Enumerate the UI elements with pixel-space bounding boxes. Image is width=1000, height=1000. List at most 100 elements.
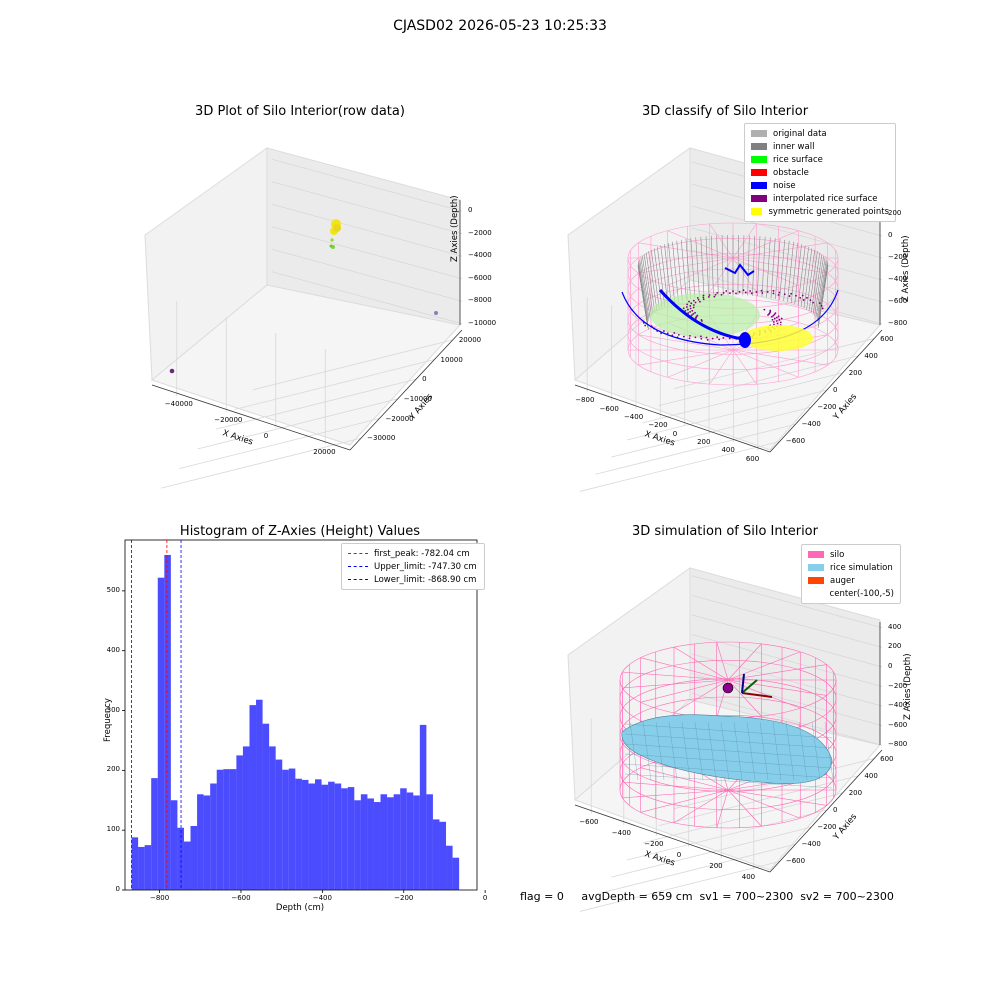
legend-line-sample — [348, 579, 368, 580]
histogram-bar[interactable] — [183, 841, 191, 890]
histogram-bar[interactable] — [256, 699, 263, 890]
histogram-bar[interactable] — [393, 794, 401, 890]
histogram-bar[interactable] — [223, 769, 230, 890]
simulation-y-tick: 0 — [833, 806, 838, 814]
histogram-bar[interactable] — [190, 825, 198, 890]
status-readout: flag = 0 avgDepth = 659 cm sv1 = 700~230… — [520, 890, 894, 903]
raw-x-tick: −20000 — [214, 416, 243, 424]
histogram-bar[interactable] — [360, 794, 368, 890]
simulation-z-tick: −600 — [888, 720, 908, 729]
raw-x-tick: 0 — [263, 432, 269, 440]
classify-x-tick: −200 — [648, 421, 668, 430]
histogram-y-tick: 0 — [115, 885, 120, 893]
raw-point — [330, 238, 334, 242]
histogram-bar[interactable] — [413, 795, 420, 890]
legend-swatch — [751, 130, 767, 137]
histogram-bar[interactable] — [301, 779, 309, 890]
simulation-y-tick: −200 — [817, 823, 837, 832]
histogram-bar[interactable] — [210, 783, 217, 890]
histogram-bar[interactable] — [321, 784, 329, 890]
histogram-bar[interactable] — [314, 779, 322, 890]
classify-x-tick: −600 — [599, 404, 619, 413]
histogram-bar[interactable] — [452, 857, 460, 890]
histogram-bar[interactable] — [144, 845, 152, 890]
raw-x-tick: 20000 — [313, 448, 336, 456]
raw-z-tick: −2000 — [468, 228, 492, 237]
legend-entry: noise — [751, 179, 889, 192]
histogram-bar[interactable] — [308, 783, 315, 890]
histogram-bar[interactable] — [131, 837, 139, 890]
classify-y-tick: −600 — [785, 437, 806, 446]
histogram-bar[interactable] — [367, 798, 374, 890]
histogram-bar[interactable] — [334, 783, 342, 890]
histogram-bar[interactable] — [387, 797, 394, 890]
legend-label: rice surface — [773, 154, 823, 165]
histogram-bar[interactable] — [426, 794, 433, 890]
histogram-bar[interactable] — [216, 769, 224, 890]
legend-line-sample — [348, 553, 368, 554]
histogram-bar[interactable] — [262, 723, 270, 890]
classify-x-tick: 200 — [697, 438, 711, 447]
simulation-z-tick: −800 — [888, 740, 908, 749]
histogram-bar[interactable] — [170, 800, 178, 890]
histogram-bar[interactable] — [328, 781, 335, 890]
histogram-bar[interactable] — [295, 778, 302, 890]
histogram-bar[interactable] — [419, 724, 427, 890]
histogram-bar[interactable] — [151, 778, 158, 890]
raw-x-tick: −40000 — [164, 400, 193, 408]
histogram-bar[interactable] — [138, 846, 145, 890]
histogram-bar[interactable] — [157, 577, 165, 890]
classify-y-tick: 200 — [848, 368, 863, 377]
legend-entry: interpolated rice surface — [751, 192, 889, 205]
legend-entry: center(-100,-5) — [808, 587, 894, 600]
histogram-bar[interactable] — [282, 769, 289, 890]
raw-z-tick: −6000 — [468, 273, 492, 282]
simulation-z-tick: 400 — [888, 622, 902, 631]
histogram-bar[interactable] — [341, 788, 348, 890]
histogram-bar[interactable] — [177, 827, 184, 890]
histogram-bar[interactable] — [354, 800, 361, 890]
simulation-z-tick: 0 — [888, 661, 893, 670]
histogram-bar[interactable] — [236, 755, 243, 890]
histogram-bar[interactable] — [197, 794, 204, 890]
histogram-bar[interactable] — [373, 802, 381, 890]
classify-z-tick: −600 — [888, 297, 908, 305]
histogram-bar[interactable] — [275, 759, 283, 890]
simulation-legend: silo rice simulation auger center(-100,-5) — [801, 544, 901, 604]
histogram-bar[interactable] — [446, 845, 453, 890]
raw-y-tick: 0 — [422, 375, 427, 384]
histogram-bar[interactable] — [288, 768, 296, 890]
legend-swatch — [808, 577, 824, 584]
raw-z-tick: −10000 — [468, 318, 497, 327]
raw-y-tick: −10000 — [403, 394, 432, 403]
histogram-bar[interactable] — [380, 794, 388, 890]
legend-label: original data — [773, 128, 827, 139]
raw-y-tick: −20000 — [385, 414, 414, 423]
simulation-x-tick: 200 — [709, 862, 723, 871]
histogram-bar[interactable] — [164, 554, 171, 890]
legend-label: interpolated rice surface — [773, 193, 878, 204]
histogram-y-tick: 300 — [106, 705, 120, 714]
histogram-bar[interactable] — [229, 769, 237, 890]
legend-entry: first_peak: -782.04 cm — [348, 547, 478, 560]
histogram-bar[interactable] — [269, 746, 276, 890]
histogram-bar[interactable] — [249, 705, 257, 890]
legend-line-sample — [348, 566, 368, 567]
legend-label: silo — [830, 549, 845, 560]
histogram-bar[interactable] — [406, 792, 414, 890]
legend-label: auger — [830, 575, 855, 586]
legend-entry: rice surface — [751, 153, 889, 166]
classify-x-tick: −800 — [575, 396, 595, 405]
histogram-bar[interactable] — [432, 819, 440, 890]
histogram-bar[interactable] — [400, 788, 407, 890]
histogram-bar[interactable] — [439, 821, 447, 890]
histogram-bar[interactable] — [242, 746, 250, 890]
legend-entry: auger — [808, 574, 894, 587]
legend-entry: rice simulation — [808, 561, 894, 574]
simulation-y-tick: −600 — [785, 857, 806, 866]
histogram-bar[interactable] — [203, 795, 211, 890]
histogram-bar[interactable] — [347, 787, 355, 890]
